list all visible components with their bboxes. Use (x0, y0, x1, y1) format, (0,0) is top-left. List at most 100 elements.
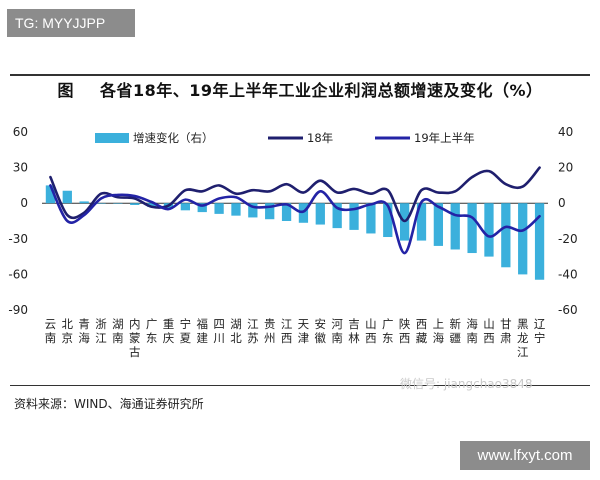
category-label-char: 安 (315, 317, 327, 331)
category-label-char: 浙 (95, 317, 107, 331)
category-label-char: 甘 (500, 317, 512, 331)
category-label: 青海 (78, 317, 90, 345)
category-label-char: 江 (247, 317, 259, 331)
bar-change (315, 203, 325, 225)
category-label-char: 湖 (230, 317, 242, 331)
bar-change (484, 203, 494, 257)
category-label: 山西 (365, 317, 377, 345)
legend: 增速变化（右） 18年 19年上半年 (95, 131, 475, 145)
category-label: 新疆 (449, 317, 461, 345)
category-label-char: 南 (466, 331, 478, 345)
category-label-char: 龙 (517, 331, 529, 345)
category-label-char: 古 (129, 345, 141, 359)
category-label-char: 天 (298, 317, 310, 331)
category-label-char: 庆 (163, 331, 175, 345)
category-label-char: 宁 (180, 317, 192, 331)
category-label: 陕西 (399, 317, 411, 345)
category-label-char: 建 (196, 331, 208, 345)
category-label-char: 辽 (534, 317, 546, 331)
bar-change (265, 203, 275, 220)
category-label-char: 海 (78, 331, 90, 345)
category-label-char: 蒙 (129, 331, 141, 345)
category-label-char: 夏 (180, 331, 192, 345)
category-label-char: 徽 (315, 331, 327, 345)
category-label: 湖南 (112, 317, 124, 345)
bar-change (518, 203, 528, 275)
category-label: 云南 (45, 317, 57, 345)
category-label-char: 川 (213, 331, 225, 345)
right-axis-tick-label: 0 (558, 196, 566, 210)
right-axis-tick-label: -20 (558, 232, 578, 246)
watermark: 微信号: jiangchao3848 (400, 377, 533, 391)
category-label-char: 南 (112, 331, 124, 345)
figure-label: 图 (57, 81, 74, 100)
category-label-char: 西 (416, 317, 428, 331)
category-label-char: 上 (433, 317, 445, 331)
chart-title: 图 各省18年、19年上半年工业企业利润总额增速及变化（%） (0, 77, 600, 101)
category-label-char: 山 (365, 317, 377, 331)
bar-change (298, 203, 309, 223)
category-label-char: 湖 (112, 317, 124, 331)
bar-change (332, 203, 342, 229)
header-tag: TG: MYYJJPP (7, 9, 135, 37)
category-label-char: 东 (382, 331, 394, 345)
bar-change (79, 201, 89, 204)
category-label-char: 宁 (534, 331, 546, 345)
category-label-char: 西 (281, 331, 293, 345)
category-label-char: 南 (45, 331, 57, 345)
category-label: 湖北 (230, 317, 242, 345)
right-axis-tick-label: -40 (558, 267, 578, 281)
category-label-char: 海 (433, 331, 445, 345)
category-label: 安徽 (315, 317, 327, 345)
category-label-char: 新 (449, 317, 461, 331)
bar-change (62, 190, 72, 204)
bar-change (130, 203, 140, 205)
category-label-char: 贵 (264, 317, 276, 331)
bar-change (467, 203, 477, 254)
line-2018 (49, 166, 541, 223)
category-label-char: 京 (62, 331, 74, 345)
category-label: 宁夏 (180, 317, 192, 345)
category-label-char: 江 (281, 317, 293, 331)
lines-layer (49, 166, 541, 255)
category-label-char: 藏 (416, 331, 428, 345)
bar-change (45, 185, 56, 204)
category-label-char: 内 (129, 317, 141, 331)
left-axis-tick-label: 30 (13, 161, 28, 175)
left-axis-tick-label: -90 (8, 303, 28, 317)
category-label: 西藏 (416, 317, 428, 345)
category-label-char: 吉 (348, 317, 360, 331)
category-label-char: 福 (196, 317, 208, 331)
category-label-char: 江 (517, 345, 529, 359)
category-label-char: 北 (230, 331, 242, 345)
labels-layer: 云南北京青海浙江湖南内蒙古广东重庆宁夏福建四川湖北江苏贵州江西天津安徽河南吉林山… (45, 317, 546, 359)
category-label: 甘肃 (500, 317, 512, 345)
left-axis-tick-label: 60 (13, 125, 28, 139)
category-label-char: 北 (62, 317, 74, 331)
category-label: 吉林 (348, 317, 360, 345)
line-2019h1 (49, 184, 541, 255)
category-label-char: 西 (399, 331, 411, 345)
category-label: 广东 (382, 317, 394, 345)
category-label: 辽宁 (534, 317, 546, 345)
category-label: 上海 (433, 317, 445, 345)
category-label: 浙江 (95, 317, 107, 345)
category-label-char: 陕 (399, 317, 411, 331)
category-label-char: 黑 (517, 317, 529, 331)
category-label-char: 山 (483, 317, 495, 331)
category-label: 贵州 (264, 317, 276, 345)
bar-change (113, 203, 123, 204)
bar-change (433, 203, 444, 246)
legend-label-2018: 18年 (307, 131, 333, 145)
axes-layer: 60 30 0 -30 -60 -90 40 20 0 -20 -40 -60 (8, 125, 577, 317)
bar-change (180, 203, 191, 211)
bar-change (534, 203, 545, 280)
legend-label-2019h1: 19年上半年 (414, 131, 475, 145)
category-label-char: 云 (45, 317, 57, 331)
category-label-char: 苏 (247, 331, 259, 345)
category-label-char: 重 (163, 317, 175, 331)
category-label: 江苏 (247, 317, 259, 345)
left-axis-tick-label: -60 (8, 267, 28, 281)
category-label: 北京 (62, 317, 74, 345)
